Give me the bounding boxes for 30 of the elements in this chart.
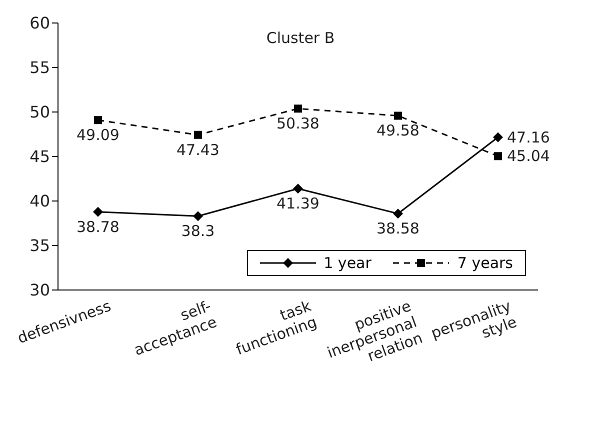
y-tick-label: 45 xyxy=(30,147,50,166)
point xyxy=(194,130,202,139)
legend-label: 1 year xyxy=(324,254,372,272)
y-tick-label: 40 xyxy=(30,192,50,211)
data-label: 45.04 xyxy=(507,147,550,166)
data-label: 41.39 xyxy=(276,194,320,213)
point xyxy=(193,211,203,222)
chart-title: Cluster B xyxy=(265,29,336,47)
data-label: 50.38 xyxy=(276,114,320,133)
data-label: 38.3 xyxy=(181,222,215,240)
data-label: 47.43 xyxy=(176,140,220,159)
point xyxy=(394,112,402,120)
y-tick-label: 55 xyxy=(30,58,50,78)
point xyxy=(393,208,403,219)
data-label: 49.58 xyxy=(376,122,420,140)
y-tick-label: 50 xyxy=(30,102,50,122)
point xyxy=(294,104,302,113)
point xyxy=(494,152,502,160)
y-tick-label: 60 xyxy=(30,14,50,33)
point xyxy=(94,116,102,124)
y-tick-label: 30 xyxy=(30,280,50,300)
legend-label: 7 years xyxy=(457,254,513,272)
y-tick-label: 35 xyxy=(30,236,50,256)
data-label: 38.78 xyxy=(76,218,120,236)
data-label: 47.16 xyxy=(507,128,550,146)
point xyxy=(293,184,303,194)
data-label: 38.58 xyxy=(376,220,420,238)
data-label: 49.09 xyxy=(76,126,120,144)
point xyxy=(93,206,103,217)
point xyxy=(493,132,503,142)
